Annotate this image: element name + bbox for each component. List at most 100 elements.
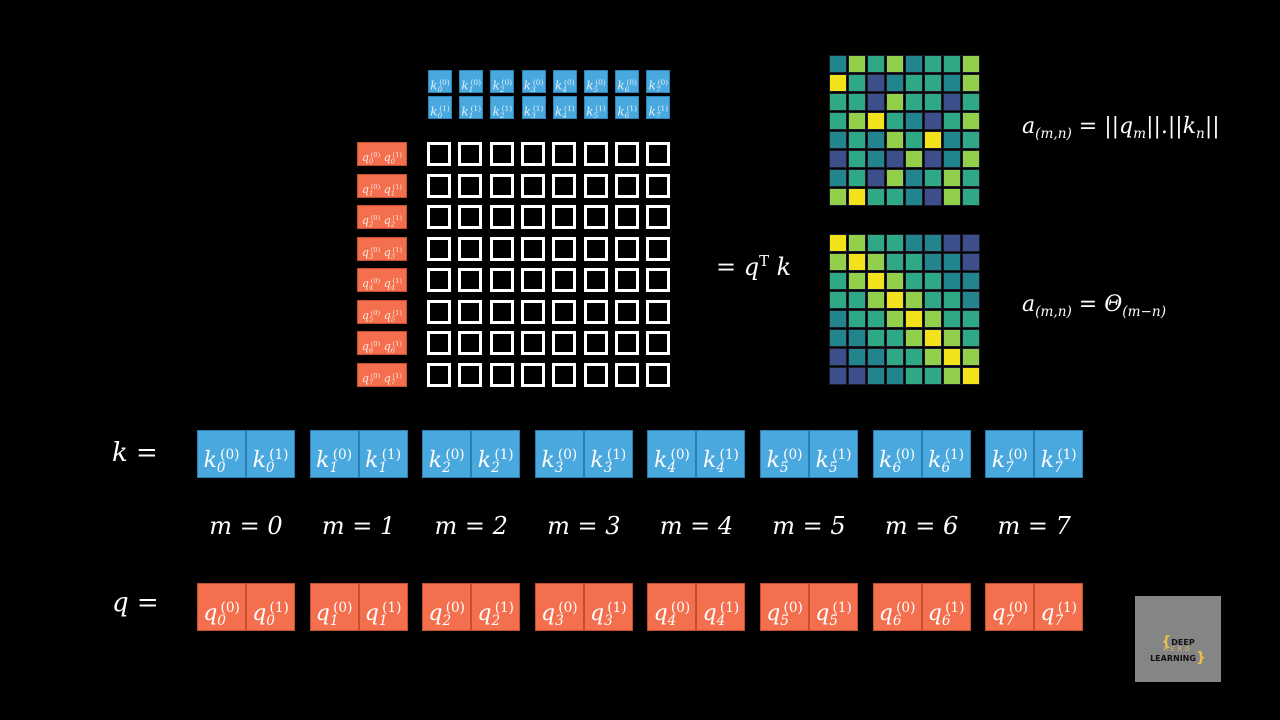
symbol-letter: k [653,448,668,474]
matrix-cell [520,205,545,229]
q-vector-cell: q2(0) [422,583,472,631]
key-header-cell: k4(0) [552,70,577,94]
q-vector-cell: q7(0) [985,583,1035,631]
heatmap-cell [829,291,847,309]
heatmap-cell [867,93,885,111]
symbol-dim: (1) [626,104,637,113]
heatmap-cell [962,234,980,252]
k-vector-cell: k1(1) [358,430,408,478]
symbol-index: 5 [593,111,599,121]
symbol-index: 1 [468,111,474,121]
symbol-index: 6 [624,111,630,121]
matrix-cell [427,173,451,198]
symbol-index: 4 [716,459,725,476]
formula-top-rhs: = ||q [1078,114,1134,139]
symbol-letter: q [252,601,267,627]
heatmap-cell [848,348,866,366]
heatmap-cell [848,55,866,73]
symbol-index: 0 [390,157,396,166]
matrix-cell [646,236,671,261]
symbol-dim: (0) [657,78,669,87]
heatmap-cell [886,234,904,252]
heatmap-cell [905,74,923,92]
symbol-dim: (1) [607,600,627,616]
matrix-cell [489,173,514,198]
formula-bottom-rhs: = Θ [1078,292,1123,317]
key-header-cell: k1(0) [459,70,484,94]
query-header-cell: q1(0) q1(1) [357,173,407,198]
heatmap-cell [943,329,961,347]
qtk-sup: T [759,252,770,270]
logo-title: DEEP LEARNING [1150,638,1196,663]
symbol-dim: (0) [470,78,481,87]
query-header-cell: q4(0) q4(1) [357,268,407,292]
symbol-index: 2 [499,85,505,95]
symbol-index: 0 [437,111,443,121]
matrix-cell [552,268,577,292]
symbol-index: 1 [329,459,339,476]
k-label: k = [112,438,158,468]
qtk-rhs: k [776,252,792,281]
heatmap-cell [943,112,961,130]
symbol-letter: k [928,448,942,474]
matrix-cell [614,268,639,292]
k-vector-cell: k4(0) [647,430,697,478]
k-vector-cell: k3(1) [583,430,633,478]
heatmap-cell [962,150,980,168]
heatmap-cell [905,253,923,271]
heatmap-cell [829,329,847,347]
k-vector-cell: k7(1) [1034,430,1084,478]
heatmap-cell [943,169,961,187]
position-label-m: m = 6 [884,512,959,540]
symbol-dim: (0) [220,447,240,463]
symbol-letter: q [361,245,369,259]
symbol-letter: k [477,448,492,474]
symbol-letter: q [361,277,369,291]
heatmap-cell [905,291,923,309]
symbol-letter: q [315,601,330,627]
symbol-dim: (1) [392,277,403,285]
symbol-index: 2 [442,459,451,476]
k-vector-cell: k5(1) [809,430,858,478]
heatmap-cell [867,272,885,290]
heatmap-cell [886,291,904,309]
formula-top-mid: ||.||k [1146,114,1197,139]
heatmap-cell [867,348,885,366]
symbol-dim: (0) [445,447,465,463]
heatmap-cell [962,169,980,187]
symbol-dim: (1) [606,447,627,463]
heatmap-cell [867,74,885,92]
symbol-index: 1 [390,188,396,197]
qtk-equation: = qT k [716,252,791,281]
heatmap-cell [886,112,904,130]
heatmap-cell [962,93,980,111]
qtk-lhs: = q [716,252,760,281]
symbol-letter: q [383,245,391,259]
symbol-index: 0 [216,459,226,476]
symbol-dim: (1) [657,104,669,113]
symbol-dim: (1) [1057,600,1077,616]
symbol-dim: (1) [392,182,403,191]
symbol-letter: k [1040,448,1055,474]
symbol-dim: (0) [332,447,353,463]
matrix-cell [552,299,577,324]
heatmap-cell [829,150,847,168]
symbol-letter: q [702,601,717,627]
matrix-cell [614,142,639,166]
matrix-cell [458,236,483,261]
k-vector-cell: k3(0) [534,430,584,478]
symbol-index: 7 [655,85,661,95]
q-vector-cell: q4(1) [696,583,746,631]
symbol-dim: (1) [832,447,852,463]
key-header-cell: k1(1) [459,96,484,121]
symbol-dim: (1) [719,600,740,616]
symbol-index: 5 [829,612,838,629]
matrix-cell [552,205,577,229]
symbol-index: 7 [1054,612,1064,629]
heatmap-cell [848,93,866,111]
heatmap-cell [848,150,866,168]
symbol-index: 5 [828,459,838,476]
matrix-cell [646,173,671,198]
query-header-cell: q3(0) q3(1) [357,236,407,261]
symbol-dim: (0) [557,447,578,463]
